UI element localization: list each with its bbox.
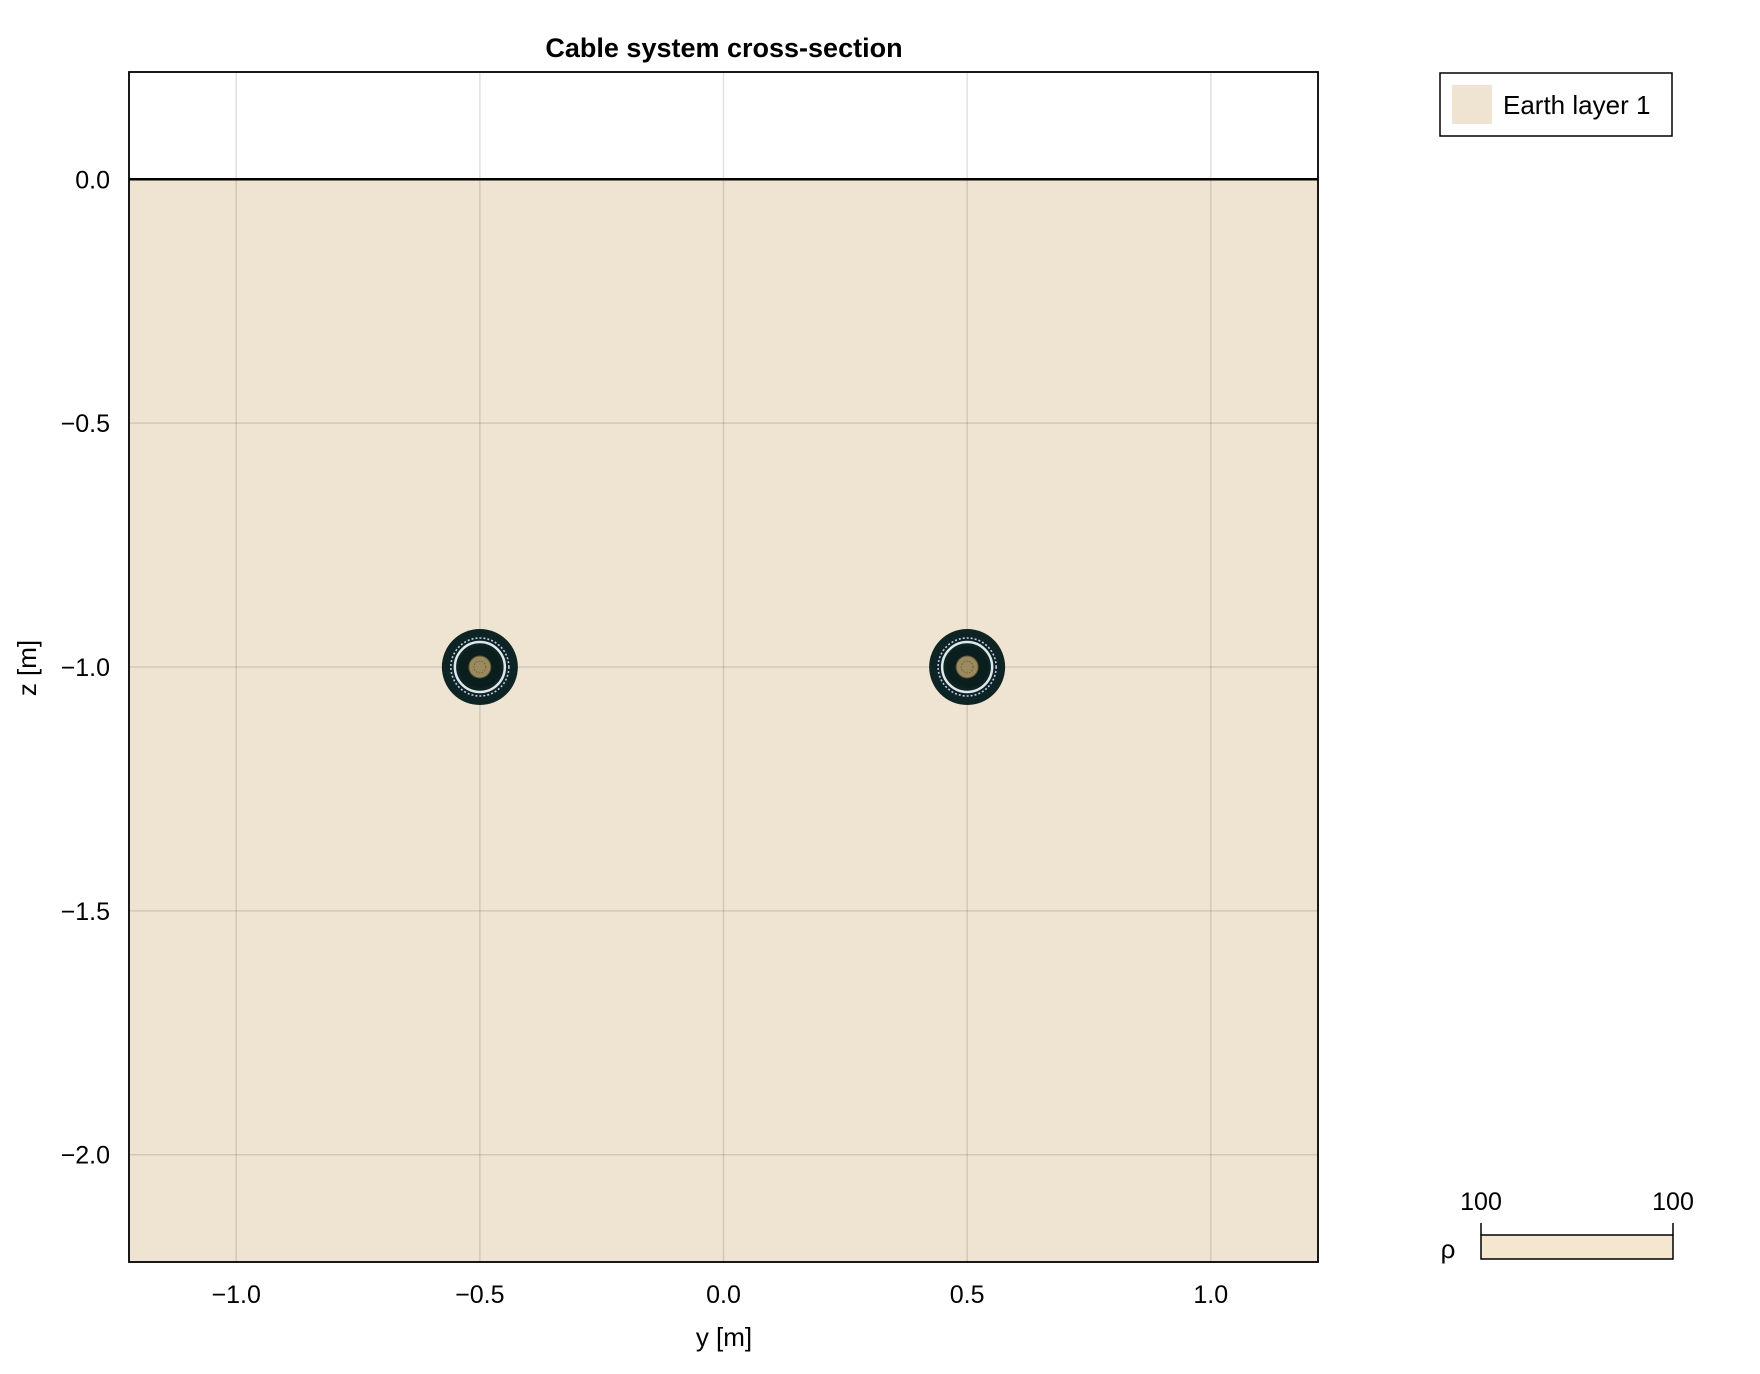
x-tick-label: −1.0 <box>212 1281 261 1309</box>
plot-frame <box>128 71 1319 1263</box>
cable-conductor <box>468 655 492 679</box>
chart-title: Cable system cross-section <box>545 33 902 63</box>
cable-insulation-ring <box>453 640 507 694</box>
colorbar-max-label: 100 <box>1652 1188 1694 1216</box>
x-tick-label: 0.0 <box>706 1281 741 1309</box>
y-tick-label: −2.0 <box>61 1142 110 1170</box>
colorbar: 100 100 ρ <box>1441 1188 1694 1264</box>
legend-label-earth-layer-1: Earth layer 1 <box>1503 90 1650 120</box>
cable-insulation-ring <box>940 640 994 694</box>
x-tick-label: 1.0 <box>1193 1281 1228 1309</box>
y-tick-label: −1.5 <box>61 898 110 926</box>
cable-conductor-strands <box>473 660 487 674</box>
x-tick-label: −0.5 <box>455 1281 504 1309</box>
cable-screen-wires <box>937 637 997 697</box>
y-tick-label: −0.5 <box>61 410 110 438</box>
cable-1 <box>441 629 518 705</box>
legend-swatch-earth-layer-1 <box>1452 85 1492 124</box>
x-axis-label: y [m] <box>696 1322 752 1352</box>
y-tick-label: −1.0 <box>61 654 110 682</box>
cable-screen-wires <box>450 637 510 697</box>
colorbar-min-label: 100 <box>1460 1188 1502 1216</box>
legend: Earth layer 1 <box>1439 72 1673 137</box>
cable-conductor <box>955 655 979 679</box>
y-tick-label: 0.0 <box>75 166 110 194</box>
x-tick-label: 0.5 <box>950 1281 985 1309</box>
cable-conductor-strands <box>960 660 974 674</box>
earth-layer-1 <box>129 179 1318 1263</box>
y-axis-label: z [m] <box>12 640 42 696</box>
colorbar-label: ρ <box>1441 1234 1456 1264</box>
colorbar-bar <box>1480 1234 1674 1260</box>
cable-2 <box>929 629 1006 705</box>
